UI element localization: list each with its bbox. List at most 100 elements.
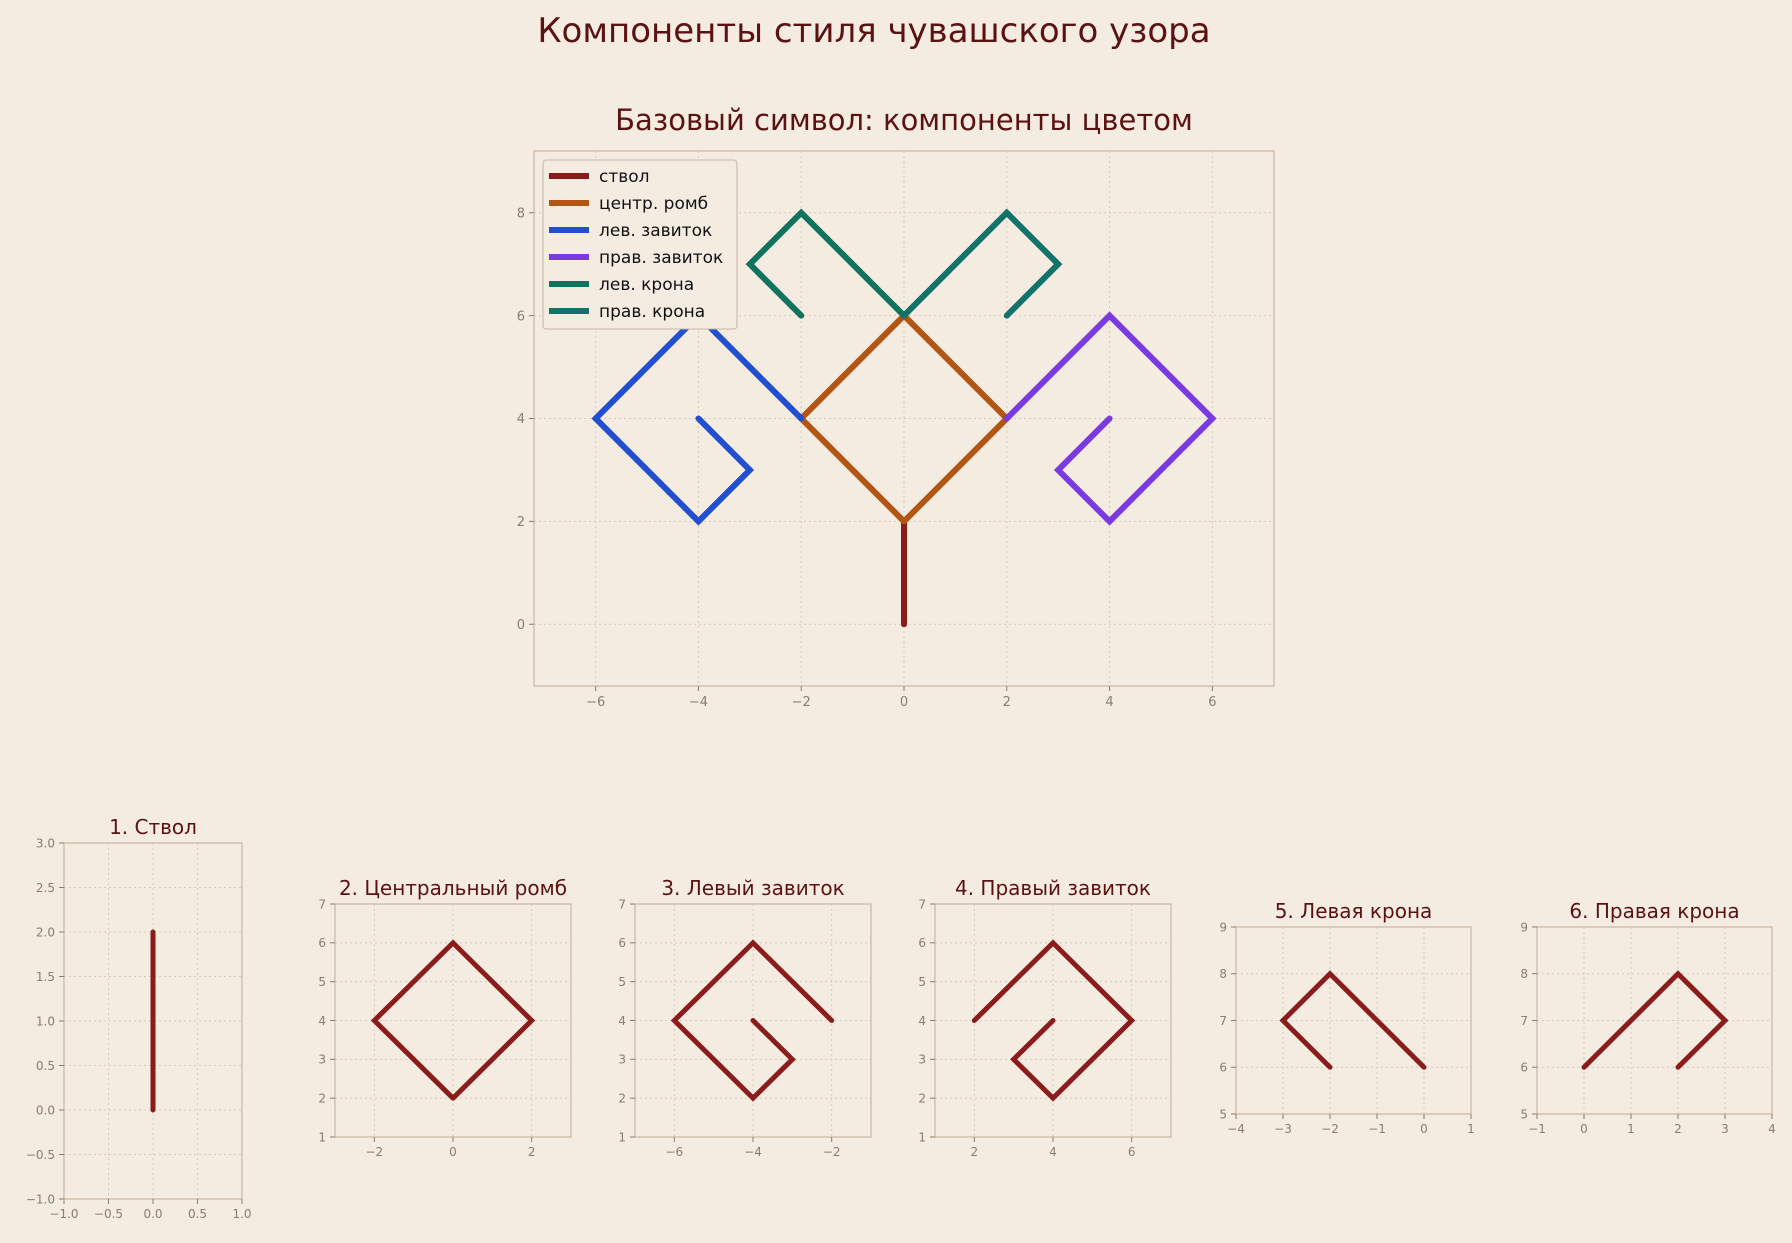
y-tick-label: 6 (1219, 1061, 1227, 1075)
x-tick-label: 2 (1674, 1122, 1682, 1136)
x-tick-label: −6 (665, 1145, 683, 1159)
y-tick-label: 3 (618, 1053, 626, 1067)
y-tick-label: 5 (318, 975, 326, 989)
y-tick-label: 5 (918, 975, 926, 989)
series-line-component (1581, 970, 1729, 1070)
x-tick-label: 1.0 (232, 1207, 251, 1221)
x-tick-label: 6 (1208, 695, 1216, 710)
series-line-component (971, 939, 1136, 1102)
y-tick-label: 7 (618, 897, 626, 911)
y-tick-label: 8 (1219, 967, 1227, 981)
legend-label: центр. ромб (599, 194, 708, 214)
plot-4: 3. Левый завиток −6 −4 −2 1 2 3 4 5 6 7 (618, 876, 872, 1159)
x-tick-label: 2 (528, 1145, 536, 1159)
y-tick-label: 6 (517, 309, 525, 324)
y-tick-label: 3 (918, 1053, 926, 1067)
x-tick-label: 1 (1467, 1122, 1475, 1136)
plot-3: 2. Центральный ромб −2 0 2 1 2 3 4 5 6 7 (318, 876, 572, 1159)
plot-title: 1. Ствол (109, 815, 197, 839)
x-tick-label: −2 (792, 695, 811, 710)
y-tick-label: 1 (318, 1130, 326, 1144)
x-tick-label: 0.5 (188, 1207, 207, 1221)
series-line-3 (591, 311, 805, 526)
y-tick-label: 7 (918, 897, 926, 911)
plot-5: 4. Правый завиток 2 4 6 1 2 3 4 5 6 7 (918, 876, 1172, 1159)
x-tick-label: 0 (900, 695, 908, 710)
plot-title: 4. Правый завиток (955, 876, 1151, 900)
y-tick-label: 4 (517, 412, 525, 427)
y-tick-label: 1.5 (36, 970, 55, 984)
y-tick-label: 5 (1219, 1107, 1227, 1121)
x-tick-label: 2 (971, 1145, 979, 1159)
plot-title: 6. Правая крона (1569, 899, 1739, 923)
y-tick-label: 1 (618, 1130, 626, 1144)
y-tick-label: −0.5 (26, 1148, 55, 1162)
x-tick-label: 2 (1003, 695, 1011, 710)
x-tick-label: 4 (1768, 1122, 1776, 1136)
series-line-6 (901, 208, 1063, 319)
legend-label: прав. крона (599, 302, 705, 322)
y-tick-label: 6 (918, 936, 926, 950)
y-tick-label: 3.0 (36, 836, 55, 850)
plot-title: 2. Центральный ромб (339, 876, 567, 900)
x-tick-label: 4 (1049, 1145, 1057, 1159)
x-tick-label: 0 (1580, 1122, 1588, 1136)
legend-label: лев. крона (599, 275, 694, 295)
plot-title: Базовый символ: компоненты цветом (615, 103, 1193, 137)
series-line-component (370, 939, 536, 1101)
y-tick-label: 2 (618, 1091, 626, 1105)
y-tick-label: 7 (318, 897, 326, 911)
y-tick-label: 6 (1520, 1061, 1528, 1075)
plot-2: 1. Ствол −1.0 −0.5 0.0 0.5 1.0 −1.0 −0.5 0.0 0.5 1… (26, 815, 252, 1221)
legend: ствол центр. ромб лев. завиток прав. завито… (542, 159, 738, 330)
y-tick-label: 6 (618, 936, 626, 950)
y-tick-label: −1.0 (26, 1192, 55, 1206)
x-tick-label: 3 (1721, 1122, 1729, 1136)
plot-title: 5. Левая крона (1275, 899, 1433, 923)
y-tick-label: 4 (918, 1014, 926, 1028)
y-tick-label: 7 (1520, 1014, 1528, 1028)
x-tick-label: −4 (1227, 1122, 1245, 1136)
y-tick-label: 3 (318, 1053, 326, 1067)
y-tick-label: 0.0 (36, 1103, 55, 1117)
y-tick-label: 5 (618, 975, 626, 989)
plot-title: 3. Левый завиток (661, 876, 844, 900)
y-tick-label: 9 (1520, 920, 1528, 934)
x-tick-label: −4 (744, 1145, 762, 1159)
y-tick-label: 1.0 (36, 1014, 55, 1028)
x-tick-label: −3 (1274, 1122, 1292, 1136)
y-tick-label: 0.5 (36, 1059, 55, 1073)
series-line-5 (745, 208, 907, 319)
y-tick-label: 8 (517, 206, 525, 221)
y-tick-label: 2 (517, 515, 525, 530)
x-tick-label: −1 (1368, 1122, 1386, 1136)
y-tick-label: 7 (1219, 1014, 1227, 1028)
x-tick-label: 1 (1627, 1122, 1635, 1136)
y-tick-label: 4 (618, 1014, 626, 1028)
x-tick-label: −1.0 (49, 1207, 78, 1221)
x-tick-label: −2 (823, 1145, 841, 1159)
y-tick-label: 0 (517, 618, 525, 633)
y-tick-label: 2.0 (36, 925, 55, 939)
legend-label: ствол (599, 167, 650, 187)
y-tick-label: 4 (318, 1014, 326, 1028)
plot-1: Базовый символ: компоненты цветом −6 −4 −2 0… (517, 103, 1275, 710)
x-tick-label: 6 (1128, 1145, 1136, 1159)
x-tick-label: 0 (449, 1145, 457, 1159)
legend-label: прав. завиток (599, 248, 723, 268)
x-tick-label: −1 (1528, 1122, 1546, 1136)
x-tick-label: −2 (365, 1145, 383, 1159)
plot-6: 5. Левая крона −4 −3 −2 −1 0 1 5 6 7 8 9 (1219, 899, 1474, 1136)
y-tick-label: 2 (918, 1091, 926, 1105)
y-tick-label: 8 (1520, 967, 1528, 981)
y-tick-label: 5 (1520, 1107, 1528, 1121)
x-tick-label: −0.5 (94, 1207, 123, 1221)
x-tick-label: −6 (586, 695, 605, 710)
figure-suptitle: Компоненты стиля чувашского узора (537, 11, 1210, 51)
plot-7: 6. Правая крона −1 0 1 2 3 4 5 6 7 8 9 (1520, 899, 1775, 1136)
y-tick-label: 6 (318, 936, 326, 950)
x-tick-label: −4 (689, 695, 708, 710)
y-tick-label: 1 (918, 1130, 926, 1144)
series-line-component (670, 939, 835, 1102)
